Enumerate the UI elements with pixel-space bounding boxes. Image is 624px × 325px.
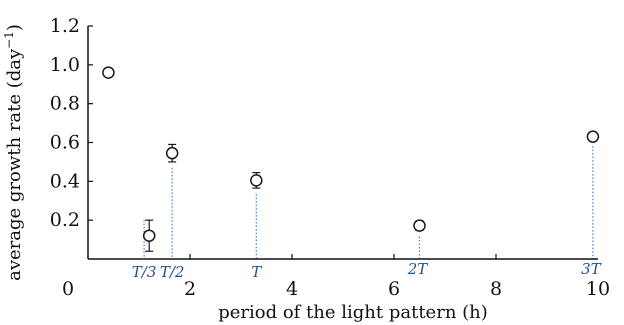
- x-tick-label: 6: [388, 278, 400, 300]
- tick-layer: 0 2 4 6 8 10 0.2 0.4 0.6 0.8 1.0 1.2: [50, 15, 610, 300]
- x-axis-title: period of the light pattern (h): [218, 302, 488, 323]
- y-axis-title: average growth rate (day−1): [2, 24, 25, 281]
- reference-label: 3T: [581, 260, 602, 278]
- reference-label: T/3: [132, 263, 157, 281]
- x-tick-label: 2: [184, 278, 196, 300]
- y-tick-label: 0.8: [50, 93, 80, 115]
- reference-lines-layer: T/3 T/2 T 2T 3T: [132, 146, 602, 281]
- data-points-layer: [102, 66, 600, 252]
- y-tick-label: 1.0: [50, 54, 80, 76]
- y-axis-title-main: average growth rate (day: [4, 48, 25, 281]
- x-tick-label: 10: [586, 278, 610, 300]
- y-axis-title-superscript: −1: [2, 31, 16, 49]
- data-point: [586, 130, 600, 143]
- y-axis-title-close: ): [4, 24, 25, 31]
- reference-label: T: [251, 263, 262, 281]
- data-point: [165, 146, 179, 160]
- x-tick-label: 0: [62, 278, 74, 300]
- reference-label: 2T: [407, 260, 429, 278]
- x-tick-label: 4: [286, 278, 298, 300]
- y-tick-label: 0.2: [50, 209, 80, 231]
- data-point: [142, 229, 156, 242]
- data-point: [250, 174, 263, 187]
- y-tick-label: 1.2: [50, 15, 80, 37]
- data-point: [102, 66, 115, 79]
- data-point: [413, 219, 426, 232]
- y-tick-label: 0.4: [50, 170, 80, 192]
- reference-label: T/2: [160, 263, 185, 281]
- y-tick-label: 0.6: [50, 132, 80, 154]
- x-tick-label: 8: [490, 278, 502, 300]
- axes: [87, 26, 598, 260]
